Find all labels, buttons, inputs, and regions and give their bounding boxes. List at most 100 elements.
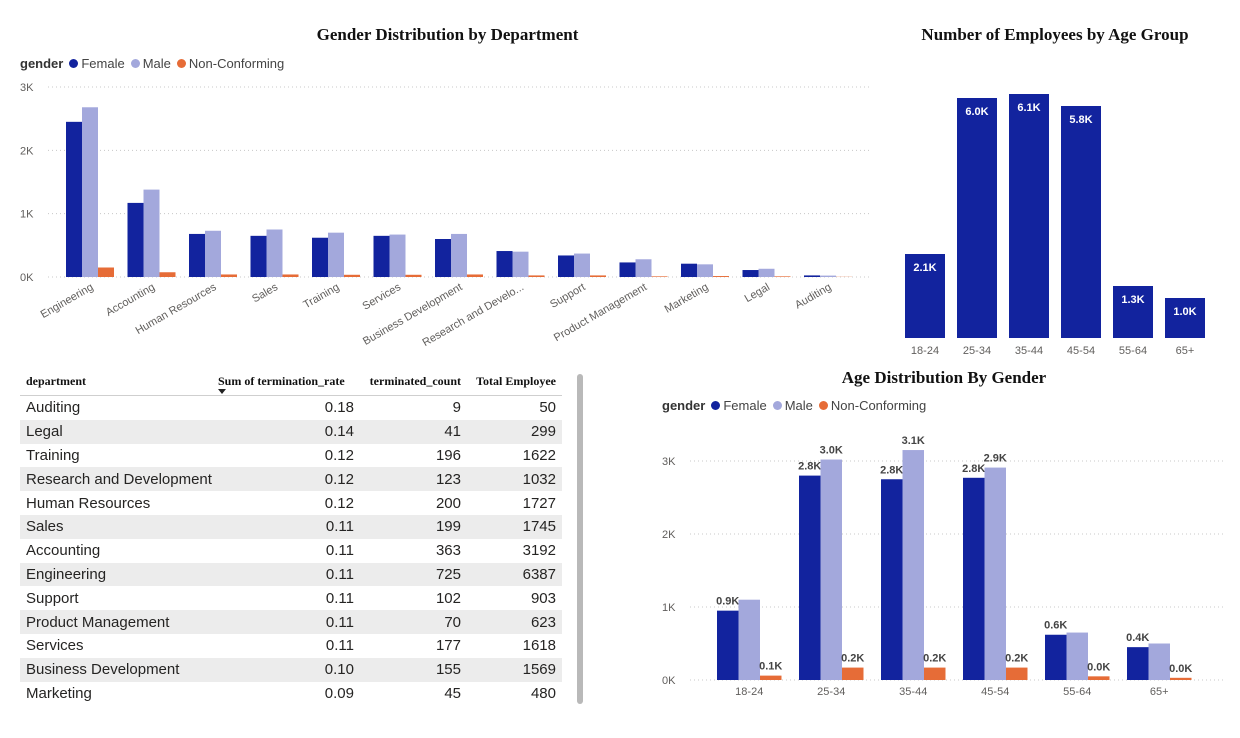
table-row[interactable]: Accounting 0.11 363 3192: [20, 539, 562, 563]
bar-non-conforming[interactable]: [221, 274, 237, 277]
cell-value: 3192: [522, 542, 556, 560]
bar-female[interactable]: [373, 235, 390, 277]
bar-age-group[interactable]: [957, 98, 997, 338]
bar-male[interactable]: [574, 253, 590, 277]
table-row[interactable]: Training 0.12 196 1622: [20, 444, 562, 468]
table-row[interactable]: Research and Development 0.12 123 1032: [20, 467, 562, 492]
bar-non-conforming[interactable]: [282, 274, 299, 277]
bar-female[interactable]: [496, 251, 513, 277]
bar-female[interactable]: [189, 233, 205, 277]
table-row[interactable]: Engineering 0.11 725 6387: [20, 562, 562, 587]
table-row[interactable]: Legal 0.14 41 299: [20, 419, 562, 444]
bar-female[interactable]: [742, 270, 759, 277]
table-row[interactable]: Support 0.11 102 903: [20, 586, 562, 610]
bar-male[interactable]: [1066, 632, 1089, 680]
table-row[interactable]: Business Development 0.10 155 1569: [20, 657, 562, 682]
bar-male[interactable]: [451, 233, 467, 277]
bar-non-conforming[interactable]: [1170, 677, 1192, 680]
table-row[interactable]: Sales 0.11 199 1745: [20, 514, 562, 539]
table-row[interactable]: Marketing 0.09 45 480: [20, 682, 562, 706]
bar-non-conforming[interactable]: [590, 275, 606, 277]
legend-item-non-conforming[interactable]: Non-Conforming: [818, 398, 927, 413]
bar-non-conforming[interactable]: [405, 274, 422, 277]
legend-dot-icon: [69, 59, 79, 68]
bar-male[interactable]: [328, 232, 344, 277]
bar-female[interactable]: [799, 475, 821, 680]
bar-male[interactable]: [205, 230, 221, 277]
bar-age-group[interactable]: [1009, 94, 1049, 338]
legend-item-male[interactable]: Male: [130, 56, 171, 71]
x-tick-label: Marketing: [663, 281, 711, 316]
bar-male[interactable]: [266, 229, 283, 278]
bar-non-conforming[interactable]: [467, 274, 483, 277]
data-label: 2.8K: [798, 461, 821, 473]
bar-female[interactable]: [66, 121, 82, 277]
y-tick-label: 1K: [20, 209, 34, 221]
bar-male[interactable]: [389, 234, 406, 277]
bar-non-conforming[interactable]: [1006, 667, 1028, 680]
bar-female[interactable]: [681, 263, 697, 277]
bar-male[interactable]: [143, 189, 160, 277]
bar-male[interactable]: [82, 107, 98, 278]
column-header-terminated-count[interactable]: terminated_count: [360, 368, 467, 396]
bar-male[interactable]: [738, 599, 761, 680]
bar-male[interactable]: [984, 467, 1007, 680]
bar-female[interactable]: [250, 235, 267, 277]
cell-department: Human Resources: [26, 494, 151, 512]
cell-value: 50: [539, 399, 556, 417]
bar-female[interactable]: [804, 275, 820, 277]
bar-female[interactable]: [1045, 634, 1067, 680]
x-tick-label: Accounting: [104, 281, 157, 319]
column-header-department[interactable]: department: [20, 368, 218, 396]
bar-age-group[interactable]: [905, 254, 945, 338]
bar-male[interactable]: [902, 450, 925, 680]
legend-item-female[interactable]: Female: [711, 398, 767, 413]
bar-male[interactable]: [697, 264, 713, 277]
bar-non-conforming[interactable]: [713, 276, 729, 277]
table-row[interactable]: Human Resources 0.12 200 1727: [20, 491, 562, 515]
x-tick-label: 18-24: [911, 345, 939, 357]
bar-male[interactable]: [820, 275, 836, 277]
bar-female[interactable]: [312, 237, 328, 277]
bar-non-conforming[interactable]: [98, 267, 114, 278]
bar-non-conforming[interactable]: [159, 272, 176, 277]
bar-non-conforming[interactable]: [651, 276, 668, 277]
bar-non-conforming[interactable]: [344, 274, 360, 277]
cell-value: 0.10: [218, 657, 360, 682]
bar-non-conforming[interactable]: [842, 667, 864, 680]
bar-male[interactable]: [1148, 643, 1171, 681]
bar-non-conforming[interactable]: [760, 675, 782, 680]
bar-female[interactable]: [127, 202, 144, 277]
legend-item-female[interactable]: Female: [69, 56, 125, 71]
bar-female[interactable]: [1127, 647, 1149, 680]
legend-item-male[interactable]: Male: [772, 398, 813, 413]
table-row[interactable]: Auditing 0.18 9 50: [20, 396, 562, 420]
table-scrollbar[interactable]: [577, 374, 583, 704]
bar-female[interactable]: [963, 477, 985, 680]
bar-female[interactable]: [881, 479, 903, 680]
bar-non-conforming[interactable]: [774, 276, 791, 277]
bar-male[interactable]: [635, 259, 652, 277]
bar-non-conforming[interactable]: [924, 667, 946, 680]
bar-male[interactable]: [512, 251, 529, 277]
bar-non-conforming[interactable]: [1088, 676, 1110, 680]
bar-non-conforming[interactable]: [528, 275, 545, 277]
cell-value: 0.11: [325, 637, 354, 655]
bar-age-group[interactable]: [1165, 298, 1205, 338]
table-row[interactable]: Services 0.11 177 1618: [20, 634, 562, 658]
bar-female[interactable]: [435, 239, 451, 277]
bar-male[interactable]: [758, 268, 775, 277]
bar-female[interactable]: [717, 610, 739, 680]
y-tick-label: 2K: [662, 529, 676, 541]
bar-age-group[interactable]: [1113, 286, 1153, 338]
bar-age-group[interactable]: [1061, 106, 1101, 338]
column-header-total-employee[interactable]: Total Employee: [467, 368, 562, 396]
x-tick-label: Legal: [743, 281, 772, 305]
bar-female[interactable]: [619, 262, 636, 277]
legend-label: Non-Conforming: [830, 398, 927, 413]
column-header-termination-rate[interactable]: Sum of termination_rate: [218, 368, 360, 396]
legend-item-non-conforming[interactable]: Non-Conforming: [176, 56, 284, 71]
bar-female[interactable]: [558, 255, 574, 277]
table-row[interactable]: Product Management 0.11 70 623: [20, 610, 562, 634]
bar-male[interactable]: [820, 459, 843, 680]
